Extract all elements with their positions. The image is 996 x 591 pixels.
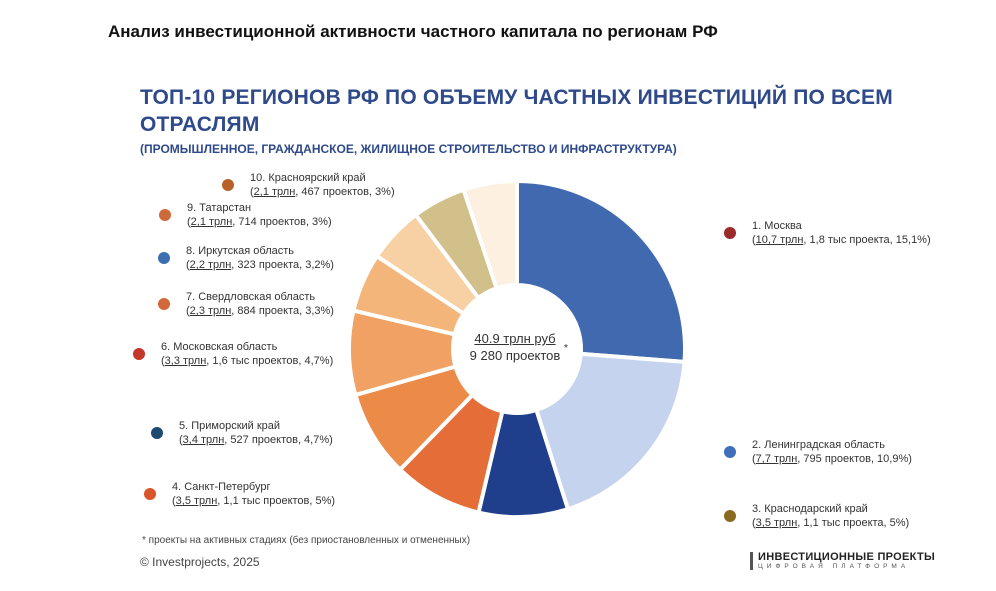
brand-tagline: ЦИФРОВАЯ ПЛАТФОРМА bbox=[758, 563, 910, 570]
legend-amount: 10,7 трлн bbox=[755, 234, 804, 246]
legend-amount: 3,4 трлн bbox=[182, 434, 225, 446]
legend-item-1: 1. Москва (10,7 трлн, 1,8 тыс проекта, 1… bbox=[724, 219, 931, 247]
legend-details: , 714 проектов, 3%) bbox=[232, 216, 332, 228]
brand-logo: ИНВЕСТИЦИОННЫЕ ПРОЕКТЫ ЦИФРОВАЯ ПЛАТФОРМ… bbox=[750, 551, 936, 570]
legend-region-name: 8. Иркутская область bbox=[186, 245, 295, 257]
region-emblem-icon bbox=[151, 427, 163, 439]
region-emblem-icon bbox=[158, 252, 170, 264]
legend-item-8: 8. Иркутская область (2,2 трлн, 323 прое… bbox=[158, 244, 334, 272]
legend-details: , 795 проектов, 10,9%) bbox=[797, 453, 912, 465]
chart-subtitle: (ПРОМЫШЛЕННОЕ, ГРАЖДАНСКОЕ, ЖИЛИЩНОЕ СТР… bbox=[140, 142, 677, 156]
legend-region-name: 9. Татарстан bbox=[187, 202, 252, 214]
legend-amount: 2,1 трлн bbox=[253, 186, 296, 198]
legend-amount: 3,3 трлн bbox=[164, 355, 207, 367]
region-emblem-icon bbox=[222, 179, 234, 191]
donut-slice-10 bbox=[461, 178, 519, 291]
legend-amount: 3,5 трлн bbox=[175, 495, 218, 507]
legend-details: , 1,6 тыс проектов, 4,7%) bbox=[206, 355, 334, 367]
legend-amount: 2,3 трлн bbox=[189, 305, 232, 317]
legend-region-name: 3. Краснодарский край bbox=[752, 503, 868, 515]
legend-details: , 527 проектов, 4,7%) bbox=[224, 434, 333, 446]
brand-name: ИНВЕСТИЦИОННЫЕ ПРОЕКТЫ bbox=[758, 551, 936, 563]
legend-item-7: 7. Свердловская область (2,3 трлн, 884 п… bbox=[158, 290, 334, 318]
region-emblem-icon bbox=[724, 510, 736, 522]
chart-title: ТОП-10 РЕГИОНОВ РФ ПО ОБЪЕМУ ЧАСТНЫХ ИНВ… bbox=[140, 86, 893, 136]
legend-item-9: 9. Татарстан (2,1 трлн, 714 проектов, 3%… bbox=[159, 201, 332, 229]
legend-region-name: 4. Санкт-Петербург bbox=[172, 481, 271, 493]
legend-item-2: 2. Ленинградская область (7,7 трлн, 795 … bbox=[724, 438, 912, 466]
legend-amount: 7,7 трлн bbox=[755, 453, 798, 465]
legend-amount: 2,2 трлн bbox=[189, 259, 232, 271]
legend-region-name: 1. Москва bbox=[752, 220, 802, 232]
legend-item-10: 10. Красноярский край (2,1 трлн, 467 про… bbox=[222, 171, 395, 199]
region-emblem-icon bbox=[144, 488, 156, 500]
legend-item-6: 6. Московская область (3,3 трлн, 1,6 тыс… bbox=[133, 340, 334, 368]
legend-region-name: 7. Свердловская область bbox=[186, 291, 316, 303]
copyright: © Investprojects, 2025 bbox=[140, 555, 260, 569]
region-emblem-icon bbox=[133, 348, 145, 360]
legend-item-5: 5. Приморский край (3,4 трлн, 527 проект… bbox=[151, 419, 333, 447]
legend-details: , 1,8 тыс проекта, 15,1%) bbox=[803, 234, 931, 246]
legend-amount: 3,5 трлн bbox=[755, 517, 798, 529]
region-emblem-icon bbox=[158, 298, 170, 310]
legend-item-4: 4. Санкт-Петербург (3,5 трлн, 1,1 тыс пр… bbox=[144, 480, 336, 508]
legend-details: , 1,1 тыс проекта, 5%) bbox=[797, 517, 910, 529]
donut-slice-2 bbox=[533, 351, 687, 512]
document-title: Анализ инвестиционной активности частног… bbox=[108, 22, 718, 41]
center-total-value: 40.9 трлн руб bbox=[474, 331, 556, 346]
legend-item-3: 3. Краснодарский край (3,5 трлн, 1,1 тыс… bbox=[724, 502, 910, 530]
footnote: * проекты на активных стадиях (без приос… bbox=[142, 535, 471, 546]
legend-amount: 2,1 трлн bbox=[190, 216, 233, 228]
brand-mark-icon bbox=[750, 552, 753, 570]
legend-region-name: 6. Московская область bbox=[161, 341, 278, 353]
legend-details: , 467 проектов, 3%) bbox=[295, 186, 395, 198]
region-emblem-icon bbox=[724, 446, 736, 458]
legend-region-name: 5. Приморский край bbox=[179, 420, 281, 432]
legend-details: , 884 проекта, 3,3%) bbox=[231, 305, 334, 317]
center-total-projects: 9 280 проектов bbox=[469, 348, 561, 363]
center-footnote-mark: * bbox=[564, 343, 568, 354]
legend-region-name: 10. Красноярский край bbox=[250, 172, 366, 184]
donut-slice-1 bbox=[515, 178, 687, 365]
legend-details: , 1,1 тыс проектов, 5%) bbox=[217, 495, 336, 507]
region-emblem-icon bbox=[159, 209, 171, 221]
legend-details: , 323 проекта, 3,2%) bbox=[231, 259, 334, 271]
legend-region-name: 2. Ленинградская область bbox=[752, 439, 885, 451]
region-emblem-icon bbox=[724, 227, 736, 239]
